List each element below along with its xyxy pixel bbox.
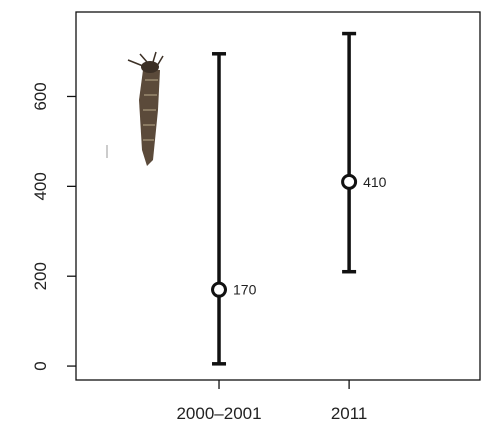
y-tick-label: 0 — [31, 361, 50, 370]
x-tick-label: 2000–2001 — [176, 404, 261, 423]
y-tick-label: 400 — [31, 172, 50, 200]
y-tick-label: 600 — [31, 82, 50, 110]
value-label: 170 — [233, 282, 257, 298]
point — [211, 281, 228, 298]
y-tick-label: 200 — [31, 262, 50, 290]
point — [341, 173, 358, 190]
value-label: 410 — [363, 174, 387, 190]
plot-frame — [75, 11, 481, 381]
insect-photo — [106, 51, 164, 166]
x-tick-label: 2011 — [331, 404, 368, 423]
